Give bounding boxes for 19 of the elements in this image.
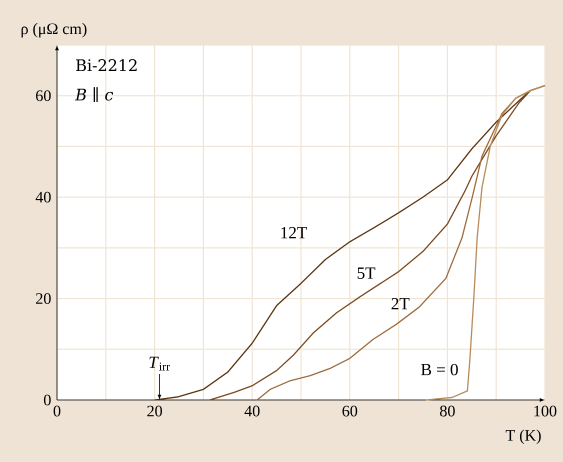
- x-tick-label: 80: [440, 406, 455, 416]
- series-label: 2T: [392, 298, 410, 310]
- x-axis-title: T (K): [506, 430, 541, 444]
- y-axis-title: ρ (μΩ cm): [22, 22, 86, 38]
- x-tick-label: 40: [244, 406, 260, 416]
- x-tick-label: 0: [54, 406, 60, 416]
- y-tick-label: 0: [44, 394, 51, 406]
- x-tick-label: 100: [534, 406, 556, 416]
- series-label: B = 0: [421, 364, 458, 376]
- annotation: T$_{irr}$: [150, 356, 170, 370]
- y-tick-label: 60: [36, 90, 51, 102]
- annotation: Bi-2212: [76, 59, 137, 72]
- series-label: 5T: [358, 268, 376, 279]
- y-tick-label: 40: [36, 192, 51, 203]
- x-tick-label: 20: [147, 406, 162, 416]
- series-label: 12T: [281, 227, 307, 238]
- annotation: B ∥ c: [74, 87, 114, 102]
- x-tick-label: 60: [342, 406, 358, 416]
- y-tick-label: 20: [36, 293, 51, 304]
